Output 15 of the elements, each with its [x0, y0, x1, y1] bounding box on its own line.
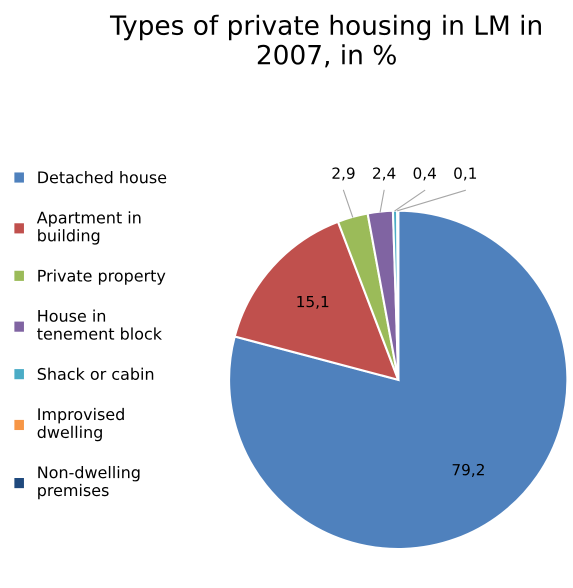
legend-label: House in tenement block [37, 310, 162, 340]
legend-label: Apartment in building [36, 211, 140, 245]
data-label: 2,9 [332, 167, 355, 180]
data-label: 2,4 [373, 167, 396, 180]
data-label: 0,4 [414, 167, 436, 180]
legend-label: Non-dwelling premises [38, 466, 140, 500]
legend-label: Improvised dwelling [38, 408, 124, 442]
legend-label: Private property [38, 269, 166, 285]
data-label: 15,1 [297, 296, 328, 309]
pie-slice [228, 210, 568, 550]
data-label: 0,1 [454, 167, 476, 180]
legend-label: Shack or cabin [38, 368, 154, 380]
data-label: 79,2 [452, 464, 484, 477]
legend-label: Detached house [38, 171, 166, 184]
chart-title: Types of private housing in LM in 2007, in % [110, 14, 541, 68]
